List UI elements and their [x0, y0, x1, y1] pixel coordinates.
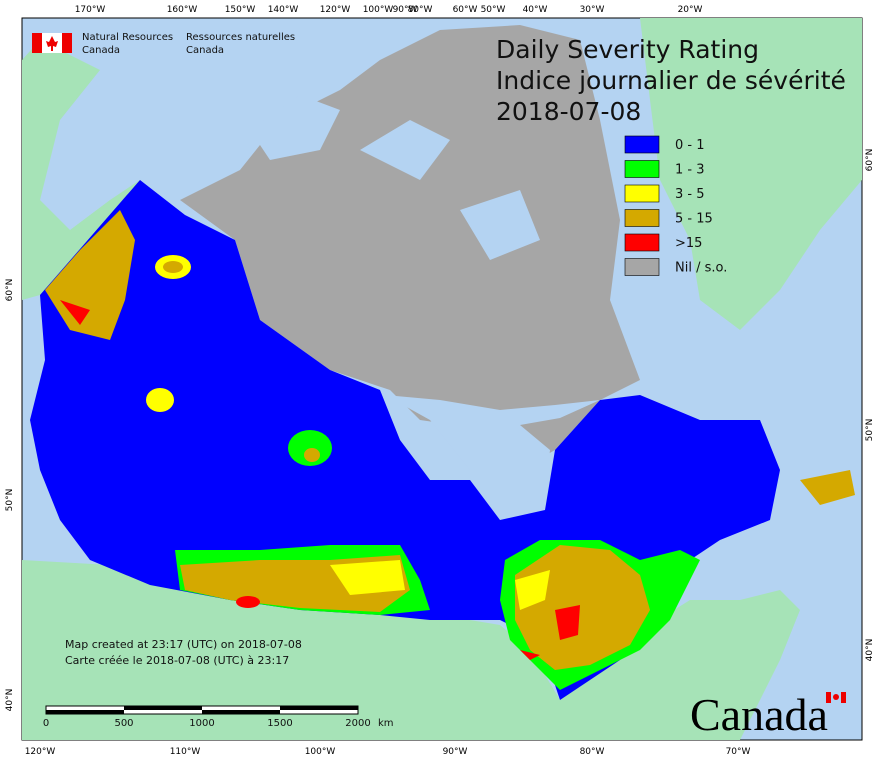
prairies-mod: [330, 560, 405, 595]
patch: [288, 430, 332, 466]
flag-bar: [841, 692, 846, 703]
hudson-bay: [385, 395, 600, 505]
legend: 0 - 1 1 - 3 3 - 5 5 - 15 >15 Nil / s.o.: [624, 135, 727, 276]
legend-swatch: [624, 233, 660, 252]
graticule-label: 120°W: [320, 5, 351, 15]
usa: [22, 560, 800, 740]
yukon-extreme: [60, 300, 90, 325]
wordmark-flag: [826, 692, 846, 703]
east-mod: [515, 570, 550, 610]
graticule-label: 50°N: [5, 489, 15, 512]
legend-label: 1 - 3: [675, 163, 705, 178]
graticule-label: 50°W: [481, 5, 506, 15]
nfld: [800, 470, 855, 505]
scale-label: 1000: [189, 718, 214, 729]
date: 2018-07-08: [496, 97, 641, 126]
graticule-label: 90°W: [443, 747, 468, 757]
scale-seg: [124, 706, 202, 710]
graticule-label: 70°W: [726, 747, 751, 757]
wordmark: Canada: [690, 689, 828, 740]
graticule-label: 20°W: [678, 5, 703, 15]
graticule-label: 80°W: [580, 747, 605, 757]
graticule-label: 110°W: [170, 747, 201, 757]
legend-swatch: [624, 184, 660, 203]
flag-bar: [826, 692, 831, 703]
graticule-label: 140°W: [268, 5, 299, 15]
graticule-label: 40°W: [523, 5, 548, 15]
east-extreme: [520, 605, 580, 660]
graticule-label: 60°W: [453, 5, 478, 15]
scale-label: 500: [114, 718, 133, 729]
graticule-label: 100°W: [305, 747, 336, 757]
flag-bar: [62, 33, 72, 53]
patch: [236, 596, 260, 608]
scale-unit: km: [378, 718, 394, 729]
scale-bar: [45, 705, 359, 715]
graticule: 170°W 160°W 150°W 140°W 120°W 100°W 90°W80°W 60…: [5, 5, 875, 757]
graticule-label: 60°N: [5, 279, 15, 302]
scale-labels: 0 500 1000 1500 2000 km: [43, 718, 394, 729]
alaska: [22, 40, 140, 300]
note-en: Map created at 23:17 (UTC) on 2018-07-08: [65, 638, 302, 651]
legend-label: 0 - 1: [675, 138, 705, 153]
legend-label: Nil / s.o.: [675, 261, 727, 276]
maple-leaf: [833, 694, 839, 700]
scale-seg: [280, 706, 358, 710]
legend-label: >15: [675, 236, 702, 251]
patch: [304, 448, 320, 462]
scale-seg: [202, 710, 280, 714]
scale-label: 1500: [267, 718, 292, 729]
logo: [32, 33, 72, 53]
scale-label: 2000: [345, 718, 370, 729]
maple-leaf: [46, 36, 58, 51]
legend-label: 5 - 15: [675, 212, 713, 227]
graticule-label: 150°W: [225, 5, 256, 15]
org-fr: Ressources naturelles: [186, 32, 295, 43]
graticule-label: 170°W: [75, 5, 106, 15]
graticule-label: 100°W: [363, 5, 394, 15]
graticule-label: 60°N: [865, 149, 875, 172]
greenland: [640, 18, 862, 330]
legend-swatch: [624, 209, 660, 227]
legend-label: 3 - 5: [675, 187, 705, 202]
org-en: Canada: [82, 45, 120, 56]
org-en: Natural Resources: [82, 32, 173, 43]
graticule-label: 160°W: [167, 5, 198, 15]
graticule-label: 30°W: [580, 5, 605, 15]
graticule-label: 50°N: [865, 419, 875, 442]
graticule-label: 40°N: [5, 689, 15, 712]
flag-bar: [32, 33, 42, 53]
title: Daily Severity Rating: [496, 35, 759, 64]
map-land: [22, 18, 862, 740]
note-fr: Carte créée le 2018-07-08 (UTC) à 23:17: [65, 654, 289, 667]
patch: [146, 388, 174, 412]
legend-swatch: [624, 135, 660, 154]
patch: [163, 261, 183, 273]
scale-seg: [46, 710, 124, 714]
org-fr: Canada: [186, 45, 224, 56]
graticule-label: 90°W: [393, 5, 418, 15]
title-fr: Indice journalier de sévérité: [496, 66, 846, 95]
graticule-label: 80°W: [408, 5, 433, 15]
graticule-label: 40°N: [865, 639, 875, 662]
arctic-channels: [250, 95, 540, 260]
graticule-label: 120°W: [25, 747, 56, 757]
scale-label: 0: [43, 718, 49, 729]
legend-swatch: [624, 160, 660, 178]
legend-swatch: [624, 258, 660, 276]
